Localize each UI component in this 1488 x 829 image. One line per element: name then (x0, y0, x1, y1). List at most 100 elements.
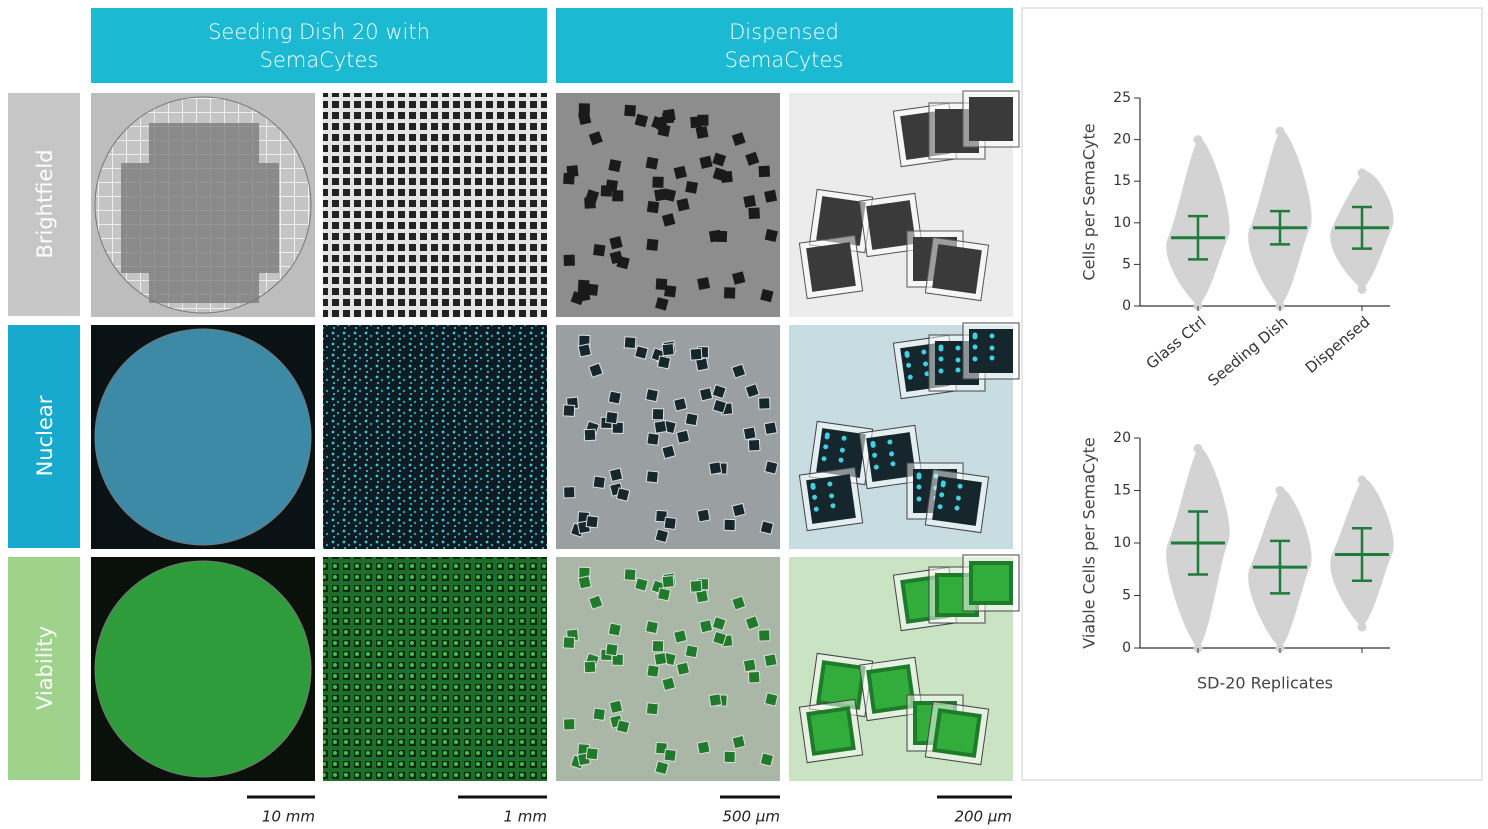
y-axis-label: Cells per SemaCyte (1080, 123, 1099, 280)
image-cell (759, 630, 770, 641)
image (323, 325, 547, 549)
image-cell (685, 413, 698, 426)
image-cell (662, 576, 674, 588)
image-cell (732, 503, 745, 516)
image-nucleus (973, 357, 978, 362)
y-axis-label: Viable Cells per SemaCyte (1080, 437, 1099, 649)
image-cell (963, 323, 1019, 379)
image-cell (563, 637, 575, 649)
header-text: SemaCytes (260, 48, 379, 72)
image-nucleus (956, 346, 961, 351)
row-label: Nuclear (33, 395, 57, 476)
image-cell (652, 177, 663, 188)
image-cell (563, 173, 575, 185)
image-cell (690, 116, 702, 128)
image-cell (759, 166, 770, 177)
image-cell (748, 207, 760, 219)
image-cell (586, 284, 598, 296)
image-cell (624, 337, 636, 349)
image-cell (759, 398, 770, 409)
image-cell (662, 677, 676, 691)
y-tick-label: 15 (1113, 483, 1131, 499)
image-cell (709, 230, 722, 243)
distribution-end (1276, 486, 1285, 495)
image-cell (564, 719, 575, 730)
image-cell (925, 469, 988, 532)
image-cell (609, 468, 622, 481)
y-tick-label: 25 (1113, 90, 1131, 106)
image-cell-body (932, 244, 982, 294)
image-cell (658, 124, 671, 137)
image-nucleus (917, 475, 922, 480)
distribution-end (1194, 444, 1203, 453)
distribution-end (1276, 127, 1285, 136)
image-cell-body (932, 476, 982, 526)
image-cell (760, 521, 773, 534)
y-tick-label: 5 (1122, 588, 1131, 604)
header-text: SemaCytes (725, 48, 844, 72)
image-cell (658, 356, 671, 369)
image-cell (709, 462, 722, 475)
image-cell (743, 427, 756, 440)
image-cell (624, 105, 636, 117)
y-tick-label: 0 (1122, 298, 1131, 314)
image-cell (764, 190, 777, 203)
distribution-end (1358, 476, 1367, 485)
image-cell (612, 190, 623, 201)
image-nucleus (990, 334, 995, 339)
image-nucleus (939, 347, 944, 352)
image-nucleus (973, 345, 978, 350)
distribution-end (1194, 135, 1203, 144)
image-cell (578, 576, 591, 589)
y-tick-label: 20 (1113, 132, 1131, 148)
y-tick-label: 10 (1113, 535, 1131, 551)
image-cell (674, 630, 687, 643)
image-cell (606, 179, 618, 191)
image-cell (799, 467, 862, 530)
image-cell (584, 429, 596, 441)
image-cell (760, 753, 773, 766)
image-cell (662, 445, 676, 459)
image-cell (658, 588, 671, 601)
image-stain (811, 711, 852, 752)
image-cell (608, 159, 621, 172)
image-cell (690, 580, 702, 592)
image-cell-body (969, 97, 1013, 141)
image-cell (699, 388, 712, 401)
image-cell (799, 235, 862, 298)
image-cell (748, 439, 760, 451)
image-cell (635, 578, 649, 592)
image-cell (593, 244, 605, 256)
image-cell (616, 488, 629, 501)
scale-label: 200 µm (954, 808, 1012, 826)
image-cell (655, 761, 669, 775)
image-cell (743, 659, 756, 672)
scale-label: 500 µm (722, 808, 780, 826)
image-cell (624, 569, 636, 581)
image-cell (963, 555, 1019, 611)
distribution-end (1358, 168, 1367, 177)
image-cell (609, 700, 622, 713)
image-cell (608, 391, 621, 404)
scale-label: 10 mm (262, 808, 315, 826)
image-cell (647, 201, 659, 213)
image-cell (724, 287, 735, 298)
image-cell (963, 91, 1019, 147)
row-label: Brightfield (33, 149, 57, 258)
x-axis-label: SD-20 Replicates (1197, 674, 1333, 693)
image-cell (697, 509, 710, 522)
image-cell (662, 344, 674, 356)
image (323, 557, 547, 781)
y-tick-label: 20 (1113, 430, 1131, 446)
image-cell (664, 517, 676, 529)
micrographs (91, 91, 1019, 781)
image-cell (925, 701, 988, 764)
image-cell (799, 699, 862, 762)
image-cell (676, 430, 689, 443)
image-nucleus (939, 369, 944, 374)
image-stain (973, 565, 1009, 601)
image-stain (937, 713, 978, 754)
image-cell (674, 398, 687, 411)
row-label: Viability (33, 626, 57, 710)
image-cell (606, 643, 618, 655)
